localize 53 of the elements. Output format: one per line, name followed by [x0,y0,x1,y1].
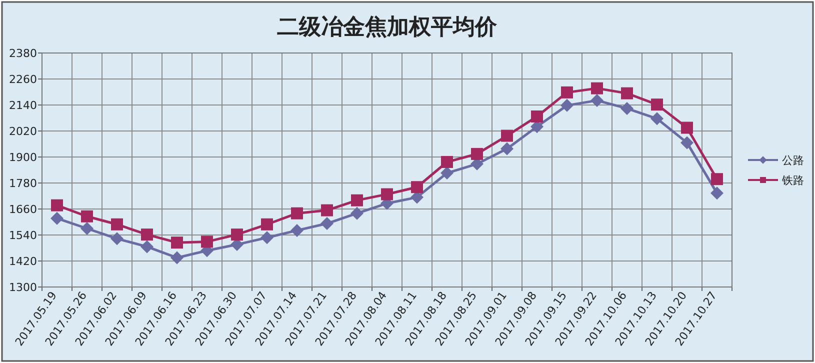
point [620,102,634,115]
y-tick-label: 1300 [9,281,37,294]
point [111,218,123,230]
point [411,181,423,194]
y-tick-label: 1780 [9,177,37,190]
point [621,87,633,100]
point [201,236,213,248]
y-tick-label: 1540 [9,229,37,242]
y-tick-label: 2140 [9,99,37,112]
point [531,110,543,122]
point [561,86,573,98]
point [591,82,603,94]
y-tick-label: 1660 [9,203,37,216]
point [170,251,184,264]
point [291,207,303,220]
y-tick-label: 2380 [9,47,37,60]
point [650,112,664,126]
point [140,240,154,254]
y-tick-label: 1900 [9,151,37,164]
point [171,236,183,249]
point [500,142,514,156]
point [290,224,304,237]
legend-label: 铁路 [781,174,804,187]
point [501,130,513,142]
point [651,98,663,111]
legend-label: 公路 [782,154,804,167]
point [261,218,273,230]
point [471,148,483,160]
point [80,222,94,235]
point [681,122,693,134]
y-tick-label: 1420 [9,255,37,268]
point [141,228,153,241]
point [711,173,723,186]
point [381,188,393,200]
y-tick-label: 2020 [9,125,37,138]
point [321,204,333,216]
point [350,206,364,220]
point [710,186,724,200]
point [320,217,334,230]
point [110,232,124,246]
point [260,231,274,244]
point [440,166,454,180]
point [560,98,574,112]
point [351,194,363,206]
point [680,136,694,150]
chart-title: 二级冶金焦加权平均价 [277,15,498,40]
point [231,228,243,241]
point [50,212,64,225]
y-tick-label: 2260 [9,73,37,86]
point [81,210,93,222]
point [590,94,604,107]
point [51,199,63,212]
point [441,156,453,168]
